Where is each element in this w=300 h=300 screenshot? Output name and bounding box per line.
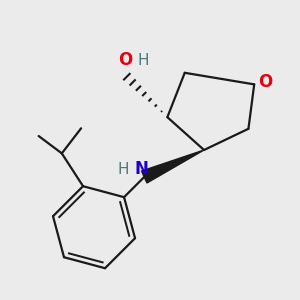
Polygon shape [142, 150, 204, 183]
Text: O: O [118, 51, 132, 69]
Text: H: H [117, 162, 129, 177]
Text: O: O [258, 74, 272, 92]
Text: N: N [134, 160, 148, 178]
Text: H: H [137, 53, 149, 68]
